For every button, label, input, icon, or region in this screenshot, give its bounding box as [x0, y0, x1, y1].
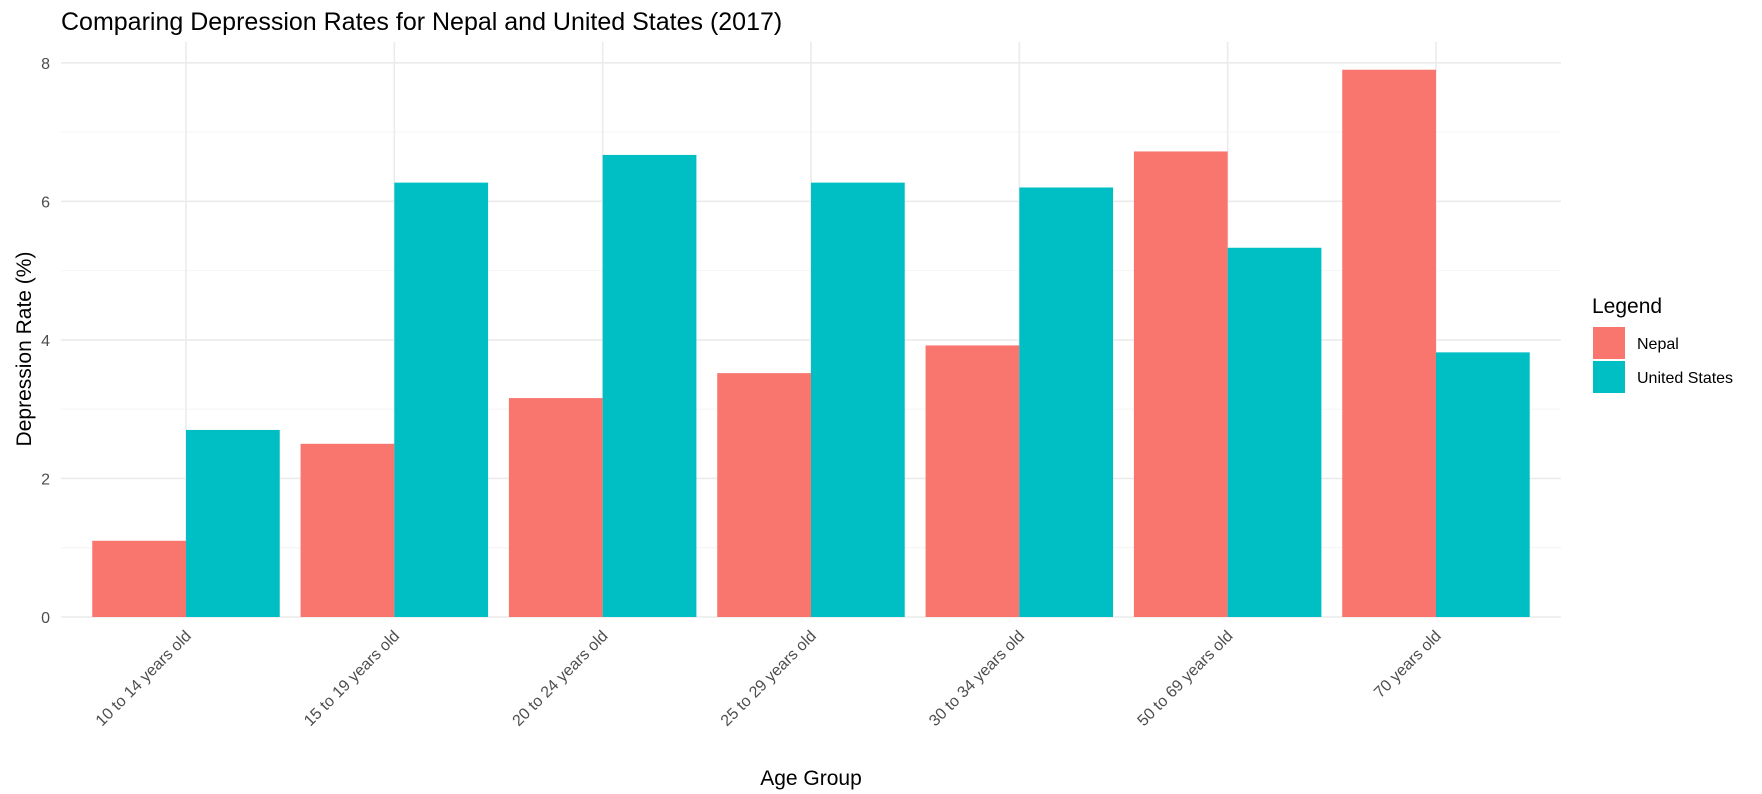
y-tick-label: 6: [41, 194, 50, 211]
legend-title: Legend: [1592, 295, 1662, 318]
y-tick-label: 2: [41, 471, 50, 488]
legend-label-nepal: Nepal: [1637, 336, 1679, 353]
y-axis-title: Depression Rate (%): [13, 252, 36, 447]
bar-united-states: [602, 154, 697, 617]
y-tick-label: 0: [41, 610, 50, 627]
legend-swatch-nepal: [1593, 327, 1625, 359]
bar-nepal: [92, 540, 186, 617]
y-tick-label: 4: [41, 333, 50, 350]
bar-united-states: [186, 429, 280, 617]
bar-nepal: [508, 398, 603, 617]
legend-swatch-united-states: [1593, 361, 1625, 393]
bar-united-states: [1019, 187, 1114, 617]
chart-title: Comparing Depression Rates for Nepal and…: [61, 8, 782, 36]
bar-nepal: [1342, 69, 1436, 618]
bar-united-states: [1227, 247, 1322, 618]
bar-nepal: [717, 373, 811, 617]
x-axis-title: Age Group: [760, 767, 862, 790]
bar-united-states: [394, 182, 489, 618]
bar-united-states: [1435, 352, 1530, 617]
y-axis-ticks: 0 2 4 6 8: [41, 56, 50, 627]
legend-label-united-states: United States: [1637, 370, 1733, 387]
legend: Legend Nepal United States: [1592, 295, 1733, 393]
bar-nepal: [1133, 151, 1228, 617]
y-tick-label: 8: [41, 56, 50, 73]
legend-items: Nepal United States: [1593, 327, 1733, 393]
bars: [92, 69, 1530, 618]
bar-united-states: [810, 182, 905, 618]
bar-nepal: [925, 345, 1020, 617]
bar-nepal: [300, 443, 395, 617]
